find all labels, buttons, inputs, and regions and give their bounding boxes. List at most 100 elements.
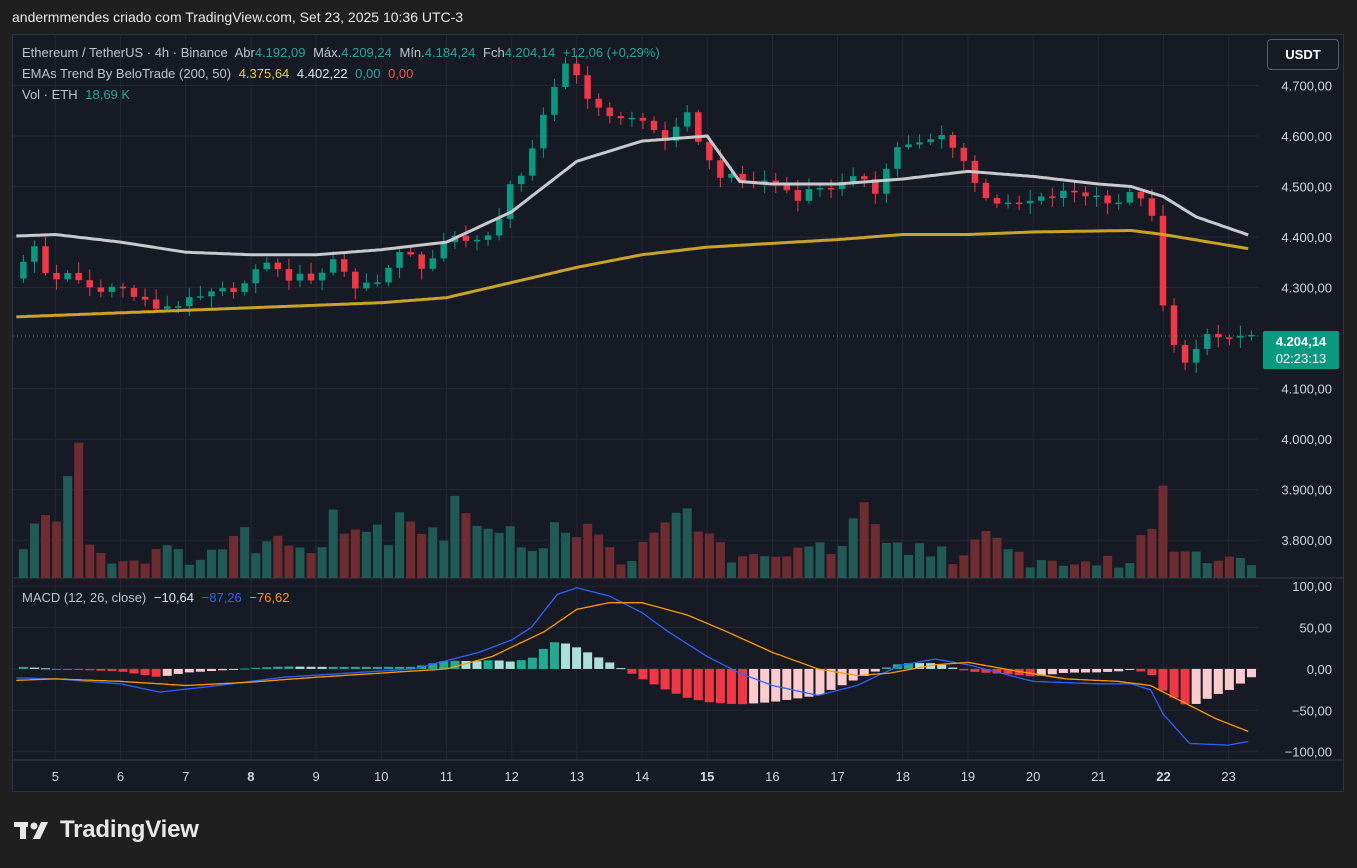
candle[interactable] <box>208 291 215 297</box>
candle[interactable] <box>617 116 625 119</box>
candle[interactable] <box>186 297 193 307</box>
candle[interactable] <box>495 218 503 236</box>
candle[interactable] <box>772 180 779 184</box>
candle[interactable] <box>42 246 49 273</box>
candle[interactable] <box>1104 195 1111 204</box>
candle[interactable] <box>407 252 414 255</box>
candle[interactable] <box>573 63 580 76</box>
candle[interactable] <box>307 273 315 281</box>
candle[interactable] <box>1082 192 1089 197</box>
candle[interactable] <box>1049 196 1056 199</box>
candle[interactable] <box>650 120 658 131</box>
candle[interactable] <box>1015 202 1023 205</box>
candle[interactable] <box>838 181 846 189</box>
candle[interactable] <box>949 135 957 148</box>
candle[interactable] <box>75 272 82 281</box>
candle[interactable] <box>53 272 60 280</box>
candle[interactable] <box>396 252 403 268</box>
tradingview-logo[interactable]: TradingView <box>14 816 199 844</box>
candle[interactable] <box>230 288 237 293</box>
candle[interactable] <box>584 75 591 99</box>
symbol-name[interactable]: Ethereum / TetherUS · 4h · Binance <box>22 45 228 60</box>
candle[interactable] <box>916 142 923 145</box>
candle[interactable] <box>927 139 934 143</box>
candle[interactable] <box>1071 190 1078 193</box>
candle[interactable] <box>1026 200 1034 204</box>
candle[interactable] <box>1115 202 1122 205</box>
ema-indicator-name[interactable]: EMAs Trend By BeloTrade (200, 50) <box>22 66 232 81</box>
candle[interactable] <box>1215 334 1222 338</box>
candle[interactable] <box>982 182 990 199</box>
candle[interactable] <box>672 126 680 141</box>
candle[interactable] <box>108 286 116 292</box>
ema200-line[interactable] <box>16 229 1249 319</box>
candle[interactable] <box>683 112 691 127</box>
candle[interactable] <box>827 188 835 190</box>
candle[interactable] <box>960 147 968 161</box>
macd-indicator-name[interactable]: MACD (12, 26, close) <box>22 590 147 605</box>
candle[interactable] <box>540 114 547 149</box>
candle[interactable] <box>1004 202 1012 205</box>
candle[interactable] <box>695 112 702 142</box>
candle[interactable] <box>418 254 425 269</box>
candle[interactable] <box>905 144 912 148</box>
candle[interactable] <box>1060 190 1067 199</box>
candle[interactable] <box>163 306 171 309</box>
candle[interactable] <box>794 190 802 201</box>
candle[interactable] <box>1170 305 1178 345</box>
candle[interactable] <box>639 117 647 121</box>
currency-button[interactable]: USDT <box>1267 39 1339 70</box>
candle[interactable] <box>31 246 38 262</box>
candle[interactable] <box>1159 215 1167 306</box>
candle[interactable] <box>175 306 182 308</box>
candle[interactable] <box>506 184 514 219</box>
candle[interactable] <box>152 299 160 309</box>
candle[interactable] <box>993 198 1001 204</box>
candle[interactable] <box>374 282 381 284</box>
candle[interactable] <box>197 296 204 298</box>
candle[interactable] <box>1226 337 1233 339</box>
candle[interactable] <box>385 267 392 283</box>
candle[interactable] <box>849 176 857 182</box>
candle[interactable] <box>263 262 271 270</box>
candle[interactable] <box>1038 196 1045 201</box>
candle[interactable] <box>1137 192 1145 199</box>
candle[interactable] <box>805 189 813 201</box>
candle[interactable] <box>706 141 713 161</box>
candle[interactable] <box>462 235 470 241</box>
candle[interactable] <box>86 280 94 288</box>
candle[interactable] <box>440 242 448 259</box>
candle[interactable] <box>97 287 105 292</box>
candle[interactable] <box>274 262 282 270</box>
volume-indicator-name[interactable]: Vol · ETH <box>22 87 78 102</box>
ema50-line[interactable] <box>16 134 1249 257</box>
candle[interactable] <box>938 135 945 140</box>
chart-frame[interactable] <box>12 34 1344 792</box>
candle[interactable] <box>1203 334 1211 349</box>
candle[interactable] <box>728 173 735 178</box>
candle[interactable] <box>329 259 337 273</box>
candle[interactable] <box>872 179 879 194</box>
candle[interactable] <box>606 107 614 117</box>
candle[interactable] <box>628 117 636 120</box>
candle[interactable] <box>20 261 27 279</box>
candle[interactable] <box>119 286 127 289</box>
macd-line[interactable] <box>16 587 1249 746</box>
candle[interactable] <box>141 296 149 300</box>
candle[interactable] <box>318 272 326 281</box>
macd-signal-line[interactable] <box>16 602 1249 733</box>
candle[interactable] <box>1181 344 1189 363</box>
candle[interactable] <box>717 160 724 178</box>
candle[interactable] <box>1192 348 1200 363</box>
candle[interactable] <box>739 173 746 182</box>
candle[interactable] <box>860 176 868 180</box>
candle[interactable] <box>64 272 71 280</box>
candle[interactable] <box>473 239 481 242</box>
candle[interactable] <box>1126 192 1134 203</box>
candle[interactable] <box>661 130 669 141</box>
candle[interactable] <box>816 188 824 190</box>
candle[interactable] <box>1248 334 1255 337</box>
candle[interactable] <box>562 63 569 87</box>
candle[interactable] <box>518 175 525 185</box>
